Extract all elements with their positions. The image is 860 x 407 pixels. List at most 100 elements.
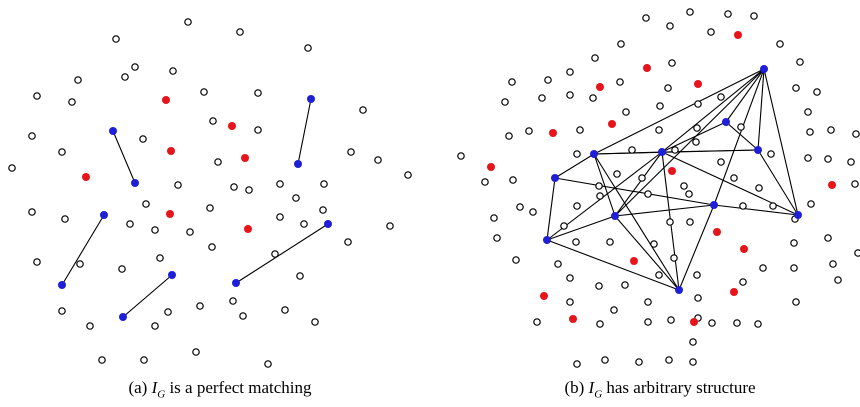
red-vertex: [228, 122, 236, 130]
open-vertex: [164, 308, 172, 316]
open-vertex: [739, 202, 747, 210]
red-vertex: [740, 245, 748, 253]
open-vertex: [566, 68, 574, 76]
open-vertex: [776, 40, 784, 48]
edge: [546, 177, 556, 241]
open-vertex: [490, 214, 498, 222]
red-vertex: [162, 96, 170, 104]
edge: [763, 68, 799, 216]
open-vertex: [566, 91, 574, 99]
open-vertex: [847, 158, 855, 166]
red-vertex: [668, 167, 676, 175]
open-vertex: [769, 202, 777, 210]
open-vertex: [196, 302, 204, 310]
blue-vertex: [611, 212, 619, 220]
open-vertex: [644, 190, 652, 198]
open-vertex: [750, 12, 758, 20]
open-vertex: [121, 73, 129, 81]
blue-vertex: [590, 150, 598, 158]
open-vertex: [671, 146, 679, 154]
open-vertex: [184, 18, 192, 26]
blue-vertex: [675, 286, 683, 294]
red-vertex: [596, 83, 604, 91]
open-vertex: [622, 108, 630, 116]
open-vertex: [208, 243, 216, 251]
edge: [614, 68, 765, 217]
open-vertex: [572, 238, 580, 246]
edge: [725, 68, 765, 123]
open-vertex: [644, 298, 652, 306]
open-vertex: [344, 238, 352, 246]
open-vertex: [76, 260, 84, 268]
open-vertex: [667, 316, 675, 324]
red-vertex: [608, 120, 616, 128]
open-vertex: [404, 171, 412, 179]
blue-vertex: [794, 211, 802, 219]
open-vertex: [655, 271, 663, 279]
open-vertex: [264, 360, 272, 368]
caption-a-math: IG: [152, 378, 166, 400]
open-vertex: [156, 254, 164, 262]
open-vertex: [655, 126, 663, 134]
open-vertex: [596, 320, 604, 328]
open-vertex: [739, 278, 747, 286]
open-vertex: [656, 102, 664, 110]
open-vertex: [664, 84, 672, 92]
red-vertex: [549, 129, 557, 137]
open-vertex: [481, 178, 489, 186]
open-vertex: [827, 126, 835, 134]
open-vertex: [852, 130, 860, 138]
open-vertex: [666, 218, 674, 226]
open-vertex: [209, 117, 217, 125]
open-vertex: [737, 123, 745, 131]
edge: [593, 153, 680, 291]
open-vertex: [613, 170, 621, 178]
open-vertex: [566, 298, 574, 306]
open-vertex: [501, 98, 509, 106]
open-vertex: [790, 264, 798, 272]
open-vertex: [759, 264, 767, 272]
open-vertex: [621, 281, 629, 289]
blue-vertex: [294, 160, 302, 168]
edge: [112, 130, 136, 184]
red-vertex: [487, 163, 495, 171]
open-vertex: [529, 208, 537, 216]
open-vertex: [595, 282, 603, 290]
open-vertex: [457, 152, 465, 160]
edge: [614, 215, 680, 291]
open-vertex: [638, 174, 646, 182]
open-vertex: [668, 59, 676, 67]
edge: [757, 68, 765, 151]
open-vertex: [693, 271, 701, 279]
open-vertex: [806, 128, 814, 136]
caption-b-subscript: G: [594, 388, 603, 401]
red-vertex: [167, 147, 175, 155]
open-vertex: [834, 276, 842, 284]
red-vertex: [630, 257, 638, 265]
open-vertex: [767, 150, 775, 158]
open-vertex: [28, 132, 36, 140]
open-vertex: [792, 84, 800, 92]
blue-vertex: [760, 65, 768, 73]
open-vertex: [281, 306, 289, 314]
open-vertex: [617, 40, 625, 48]
open-vertex: [58, 148, 66, 156]
open-vertex: [754, 320, 762, 328]
edge: [61, 214, 105, 286]
open-vertex: [533, 318, 541, 326]
open-vertex: [509, 176, 517, 184]
open-vertex: [665, 356, 673, 364]
open-vertex: [131, 63, 139, 71]
red-vertex: [643, 64, 651, 72]
open-vertex: [755, 184, 763, 192]
open-vertex: [680, 182, 688, 190]
open-vertex: [508, 78, 516, 86]
open-vertex: [616, 78, 624, 86]
open-vertex: [670, 254, 678, 262]
open-vertex: [804, 108, 812, 116]
open-vertex: [206, 204, 214, 212]
open-vertex: [320, 180, 328, 188]
blue-vertex: [168, 271, 176, 279]
open-vertex: [139, 135, 147, 143]
open-vertex: [276, 180, 284, 188]
